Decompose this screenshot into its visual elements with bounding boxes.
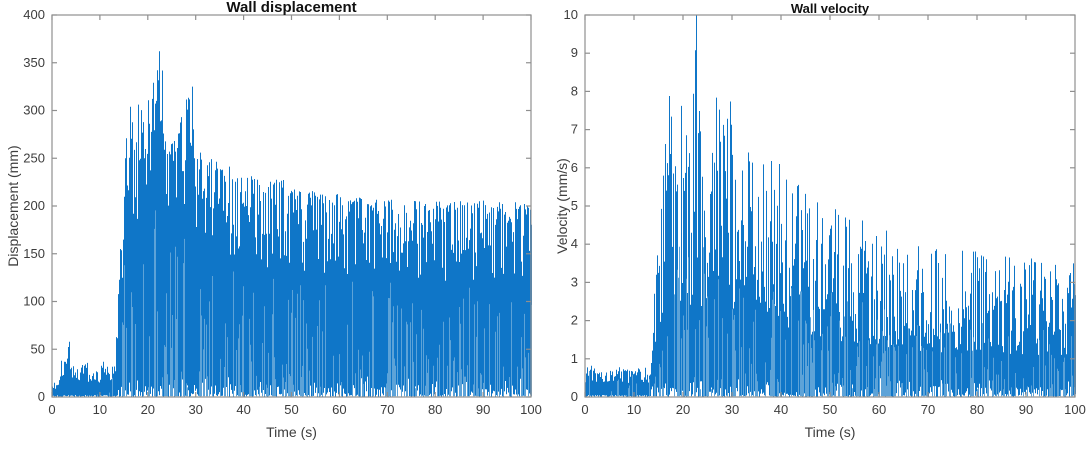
velocity-x-tick-label: 100 [1064, 402, 1086, 417]
displacement-chart: 0 10 20 30 40 50 60 70 80 90 100 0 50 100 150 200 250 300… [5, 0, 542, 440]
velocity-x-tick-label: 90 [1019, 402, 1033, 417]
displacement-series [52, 51, 532, 397]
velocity-x-tick-label: 70 [921, 402, 935, 417]
displacement-y-axis-label: Displacement (mm) [5, 145, 21, 267]
displacement-y-tick-label: 200 [23, 198, 45, 213]
displacement-y-tick-label: 100 [23, 294, 45, 309]
displacement-y-axis-ticks: 0 50 100 150 200 250 300 350 400 [23, 7, 531, 404]
velocity-y-tick-label: 3 [571, 274, 578, 289]
velocity-y-tick-label: 8 [571, 83, 578, 98]
velocity-y-tick-label: 1 [571, 351, 578, 366]
displacement-y-tick-label: 350 [23, 55, 45, 70]
velocity-y-tick-label: 7 [571, 122, 578, 137]
velocity-x-tick-label: 30 [725, 402, 739, 417]
velocity-x-axis-ticks: 0 10 20 30 40 50 60 70 80 90 100 [581, 15, 1086, 417]
displacement-x-tick-label: 60 [332, 402, 346, 417]
velocity-y-axis-ticks: 0 1 2 3 4 5 6 7 8 9 10 [564, 7, 1075, 404]
velocity-x-tick-label: 60 [872, 402, 886, 417]
velocity-y-tick-label: 9 [571, 45, 578, 60]
velocity-y-tick-label: 5 [571, 198, 578, 213]
velocity-y-tick-label: 2 [571, 313, 578, 328]
velocity-chart: 0 10 20 30 40 50 60 70 80 90 100 0 1 2 3 4 5 6 7 8 9 10 Wall … [545, 0, 1089, 459]
velocity-x-axis-label: Time (s) [804, 424, 856, 440]
displacement-plot-area: 0 10 20 30 40 50 60 70 80 90 100 0 50 100 150 200 250 300… [23, 7, 542, 417]
velocity-chart-title: Wall velocity [790, 1, 870, 16]
velocity-y-tick-label: 4 [571, 236, 578, 251]
displacement-x-tick-label: 20 [141, 402, 155, 417]
displacement-x-tick-label: 80 [428, 402, 442, 417]
velocity-x-tick-label: 20 [676, 402, 690, 417]
displacement-x-tick-label: 0 [48, 402, 55, 417]
displacement-x-tick-label: 10 [93, 402, 107, 417]
displacement-chart-title: Wall displacement [226, 0, 357, 16]
displacement-y-tick-label: 300 [23, 103, 45, 118]
velocity-x-tick-label: 10 [627, 402, 641, 417]
displacement-x-tick-label: 100 [520, 402, 542, 417]
velocity-y-tick-label: 6 [571, 160, 578, 175]
displacement-y-tick-label: 0 [38, 389, 45, 404]
velocity-x-tick-label: 0 [581, 402, 588, 417]
displacement-x-tick-label: 40 [236, 402, 250, 417]
velocity-x-tick-label: 50 [823, 402, 837, 417]
velocity-x-tick-label: 40 [774, 402, 788, 417]
displacement-x-tick-label: 30 [188, 402, 202, 417]
displacement-y-tick-label: 50 [31, 341, 45, 356]
velocity-y-tick-label: 10 [564, 7, 578, 22]
displacement-x-axis-label: Time (s) [266, 424, 317, 440]
displacement-y-tick-label: 250 [23, 150, 45, 165]
displacement-x-tick-label: 90 [476, 402, 490, 417]
displacement-y-tick-label: 150 [23, 246, 45, 261]
velocity-series [585, 15, 1076, 397]
displacement-y-tick-label: 400 [23, 7, 45, 22]
velocity-x-tick-label: 80 [970, 402, 984, 417]
displacement-x-axis-ticks: 0 10 20 30 40 50 60 70 80 90 100 [48, 15, 542, 417]
displacement-x-tick-label: 50 [284, 402, 298, 417]
velocity-y-axis-label: Velocity (mm/s) [554, 158, 570, 254]
velocity-y-tick-label: 0 [571, 389, 578, 404]
displacement-x-tick-label: 70 [380, 402, 394, 417]
velocity-plot-area: 0 10 20 30 40 50 60 70 80 90 100 0 1 2 3 4 5 6 7 8 9 10 [564, 7, 1086, 417]
